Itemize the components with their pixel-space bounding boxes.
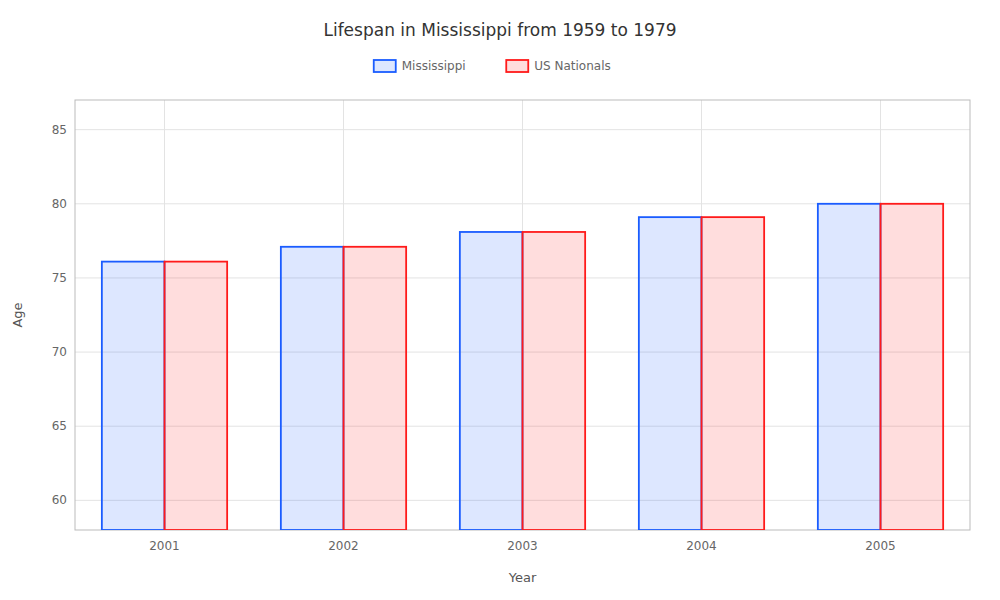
bars	[102, 204, 943, 530]
legend: Mississippi US Nationals	[374, 59, 611, 73]
legend-swatch	[374, 60, 396, 72]
legend-label: US Nationals	[534, 59, 610, 73]
bar	[102, 262, 165, 530]
y-tick-label: 80	[52, 197, 67, 211]
x-axis-label: Year	[508, 570, 537, 585]
bar	[702, 217, 765, 530]
bar	[460, 232, 523, 530]
y-tick-label: 70	[52, 345, 67, 359]
legend-swatch	[506, 60, 528, 72]
y-axis-label: Age	[10, 302, 25, 327]
y-tick-label: 75	[52, 271, 67, 285]
bar	[818, 204, 881, 530]
bar	[344, 247, 407, 530]
x-tick-label: 2005	[865, 539, 896, 553]
bar	[881, 204, 944, 530]
x-tick-label: 2004	[686, 539, 717, 553]
y-tick-label: 85	[52, 123, 67, 137]
chart-container: 60 65 70 75 80 85 2001 2002 2003 2004 2005 Year Age L…	[0, 0, 1000, 600]
plot-frame	[75, 100, 970, 530]
x-tick-label: 2002	[328, 539, 359, 553]
bar	[281, 247, 344, 530]
bar	[639, 217, 702, 530]
title: Lifespan in Mississippi from 1959 to 197…	[323, 20, 676, 40]
legend-label: Mississippi	[402, 59, 466, 73]
bar	[523, 232, 586, 530]
x-tick-label: 2001	[149, 539, 180, 553]
bar	[165, 262, 228, 530]
chart: 60 65 70 75 80 85 2001 2002 2003 2004 2005 Year Age L…	[0, 0, 1000, 600]
grid	[75, 100, 970, 530]
x-tick-label: 2003	[507, 539, 538, 553]
y-tick-label: 60	[52, 493, 67, 507]
y-tick-label: 65	[52, 419, 67, 433]
